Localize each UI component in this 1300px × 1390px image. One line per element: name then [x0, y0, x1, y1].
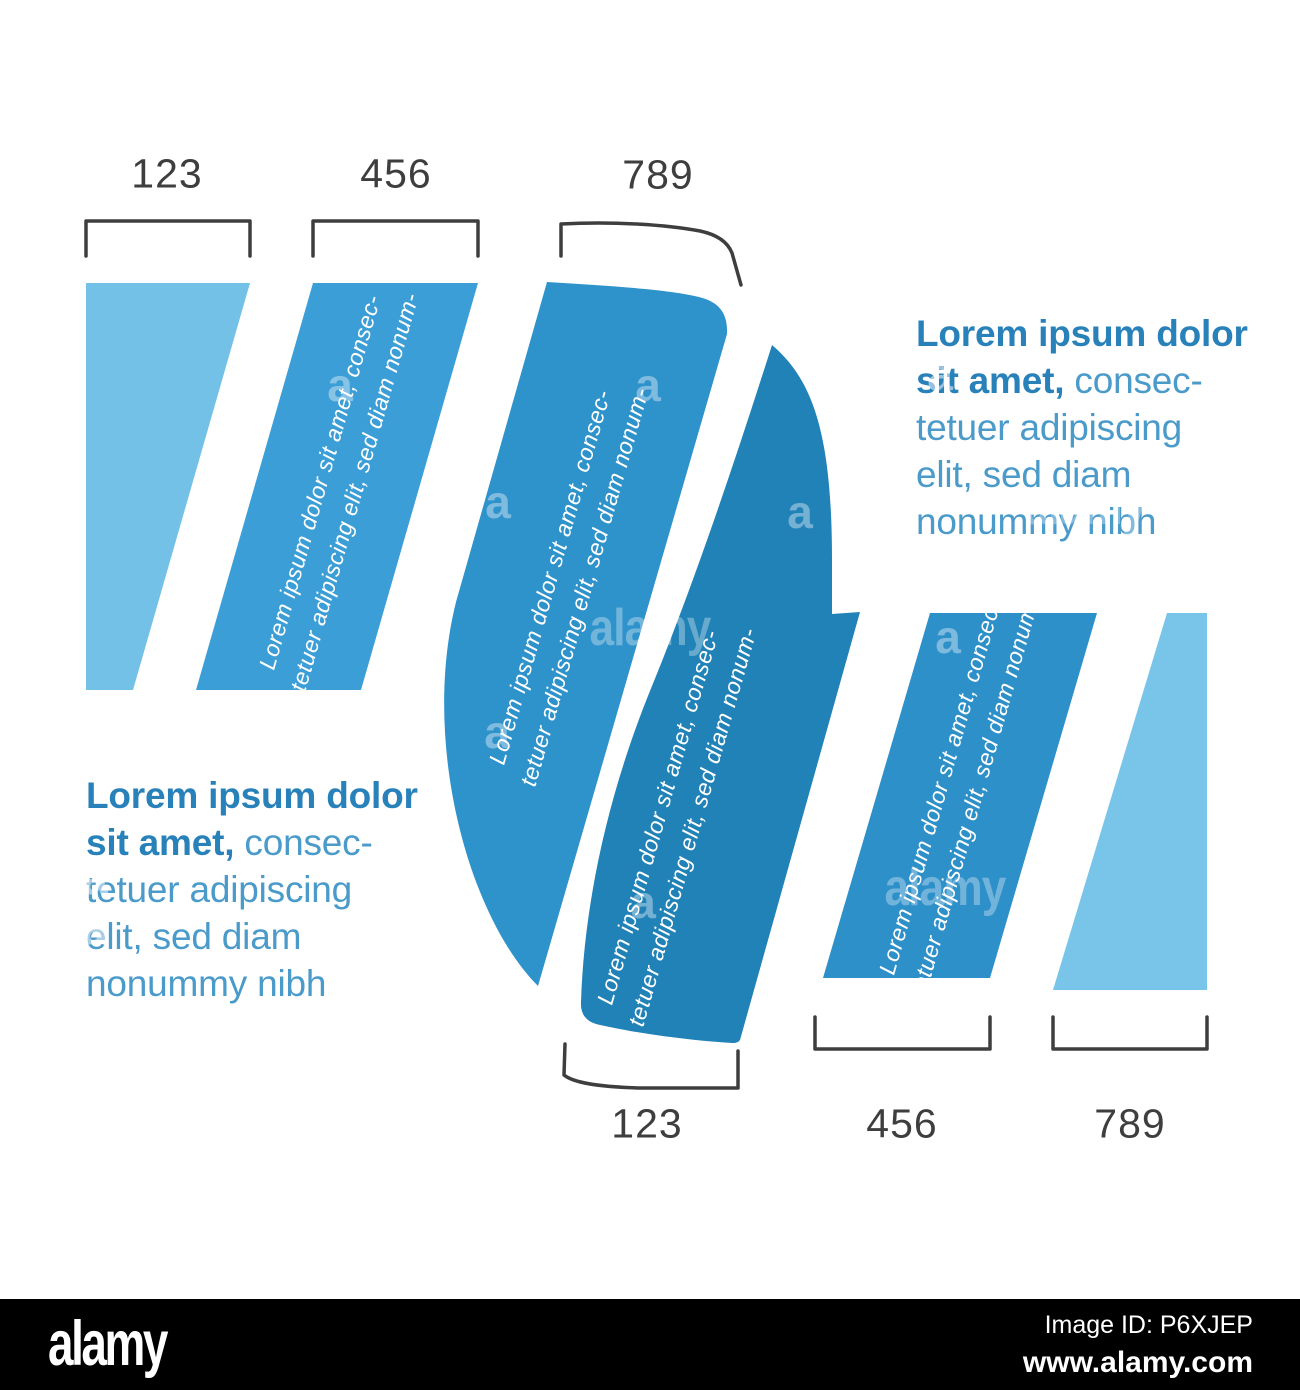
bracket-bottom-3 — [1051, 1015, 1209, 1051]
top-label-3: 789 — [622, 151, 694, 198]
bottom-label-2: 456 — [866, 1100, 938, 1147]
headline-line3: tetuer adipiscing — [86, 869, 353, 910]
bracket-top-3 — [559, 221, 743, 287]
top-label-2: 456 — [360, 150, 432, 197]
alamy-footer-bar: alamy Image ID: P6XJEP www.alamy.com — [0, 1299, 1300, 1390]
headline-line5: nonummy nibh — [916, 501, 1157, 542]
ribbon-1 — [86, 283, 250, 690]
image-id-text: Image ID: P6XJEP — [1044, 1311, 1253, 1339]
headline-regular-line2: consec- — [234, 822, 373, 863]
bottom-label-1: 123 — [611, 1100, 683, 1147]
headline-regular-line2: consec- — [1064, 360, 1203, 401]
headline-bold-line1: Lorem ipsum dolor — [86, 775, 418, 816]
headline-bold-line2: sit amet, — [916, 360, 1065, 401]
bracket-top-2 — [311, 219, 480, 258]
bracket-bottom-2 — [813, 1015, 992, 1051]
bracket-bottom-1 — [562, 1042, 740, 1090]
ribbon-4 — [580, 345, 860, 1043]
bracket-top-1 — [84, 219, 252, 258]
bottom-label-3: 789 — [1094, 1100, 1166, 1147]
alamy-url-text: www.alamy.com — [1022, 1346, 1253, 1379]
headline-line3: tetuer adipiscing — [916, 407, 1183, 448]
top-label-1: 123 — [131, 150, 203, 197]
headline-bold-line2: sit amet, — [86, 822, 235, 863]
ribbon-6 — [1053, 613, 1207, 990]
headline-line4: elit, sed diam — [916, 454, 1132, 495]
ribbon-3 — [444, 282, 728, 986]
headline-line5: nonummy nibh — [86, 963, 327, 1004]
alamy-logo: alamy — [48, 1308, 168, 1379]
headline-right: Lorem ipsum dolor sit amet, consec- tetu… — [916, 310, 1276, 545]
headline-left: Lorem ipsum dolor sit amet, consec- tetu… — [86, 772, 446, 1007]
ribbon-2 — [196, 283, 478, 690]
headline-line4: elit, sed diam — [86, 916, 302, 957]
ribbon-5 — [823, 613, 1097, 978]
headline-bold-line1: Lorem ipsum dolor — [916, 313, 1248, 354]
